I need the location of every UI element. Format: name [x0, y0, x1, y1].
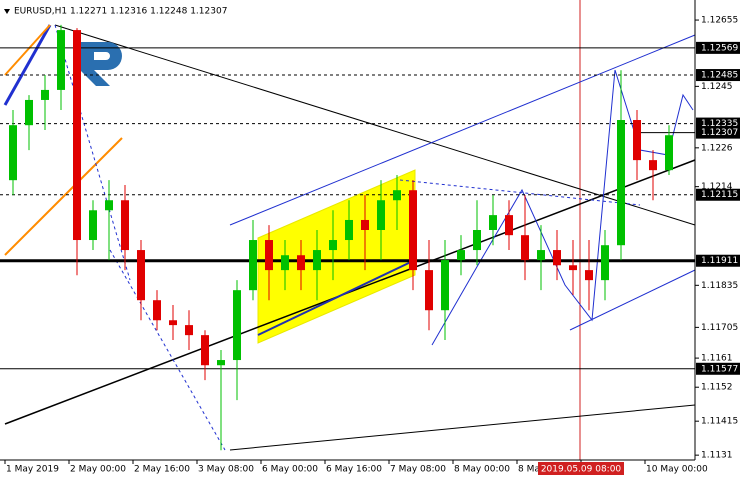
trendline: [54, 24, 696, 226]
x-tick-label: 8 May: [518, 465, 546, 475]
candle-body: [249, 240, 257, 291]
candle-body: [489, 215, 497, 230]
candle-body: [569, 265, 577, 271]
y-tick-label: 1.11705: [701, 323, 738, 333]
candle-body: [457, 250, 465, 261]
candle-body: [665, 135, 673, 171]
candle-body: [265, 240, 273, 271]
x-tick-label: 2 May 16:00: [134, 465, 190, 475]
candle-body: [89, 210, 97, 241]
candle-body: [393, 190, 401, 201]
candle-body: [377, 200, 385, 230]
level-label-box: [696, 188, 740, 201]
channel-line: [257, 259, 416, 336]
candle-body: [505, 215, 513, 236]
x-tick-label: 10 May 00:00: [646, 465, 708, 475]
candle-body: [57, 30, 65, 90]
candle-body: [617, 120, 625, 246]
x-tick-label: 3 May 08:00: [198, 465, 254, 475]
channel-box: [257, 169, 416, 344]
forecast-path: [431, 69, 694, 346]
candle-body: [41, 89, 49, 100]
y-tick-label: 1.1152: [701, 383, 733, 393]
fib-line: [399, 179, 641, 206]
x-tick-label: 1 May 2019: [6, 465, 59, 475]
level-label: 1.12307: [701, 128, 738, 138]
candle-body: [185, 325, 193, 336]
x-tick-label: 8 May 00:00: [454, 465, 510, 475]
level-label: 1.11911: [701, 256, 738, 266]
candle-body: [585, 270, 593, 281]
y-tick-label: 1.11415: [701, 417, 738, 427]
candle-body: [537, 250, 545, 261]
candle-body: [633, 120, 641, 161]
candle-body: [73, 30, 81, 241]
x-tick-label: 6 May 16:00: [326, 465, 382, 475]
channel-line: [4, 137, 123, 256]
x-tick-label: 7 May 08:00: [390, 465, 446, 475]
candle-body: [137, 250, 145, 301]
candle-body: [121, 200, 129, 251]
candle-body: [233, 290, 241, 361]
candle-body: [441, 260, 449, 311]
candle-body: [649, 160, 657, 171]
header-icon: [4, 9, 10, 14]
candle-body: [521, 235, 529, 261]
candle-body: [425, 270, 433, 311]
level-label-box: [696, 362, 740, 375]
candle-body: [25, 99, 33, 126]
level-label-box: [696, 69, 740, 82]
y-tick-label: 1.1161: [701, 354, 733, 364]
candle-body: [9, 125, 17, 181]
y-tick-label: 1.1214: [701, 182, 733, 192]
y-tick-label: 1.1245: [701, 82, 733, 92]
candle-body: [201, 335, 209, 366]
x-tick-label: 6 May 00:00: [262, 465, 318, 475]
y-tick-label: 1.1226: [701, 143, 733, 153]
x-highlight-box: [538, 462, 624, 475]
candle-body: [313, 250, 321, 271]
candle-body: [553, 250, 561, 266]
candle-body: [281, 255, 289, 271]
candle-body: [473, 230, 481, 251]
level-label-box: [696, 254, 740, 267]
candle-body: [409, 190, 417, 271]
level-label-box: [696, 117, 740, 130]
level-label: 1.12335: [701, 119, 738, 129]
x-tick-label: 2019.05.09 08:00: [541, 465, 622, 475]
candle-body: [601, 245, 609, 281]
candle-body: [329, 240, 337, 251]
candle-body: [169, 320, 177, 326]
level-label: 1.12569: [701, 43, 738, 53]
y-tick-label: 1.12655: [701, 16, 738, 26]
candle-body: [345, 219, 353, 241]
fib-line: [54, 24, 131, 281]
fib-line: [109, 249, 226, 451]
level-label-box: [696, 41, 740, 54]
channel-line: [3, 24, 52, 106]
chart-title: EURUSD,H1 1.12271 1.12316 1.12248 1.1230…: [14, 7, 227, 17]
channel-line: [229, 34, 696, 226]
plot: 1.12655 1.1245 1.1226 1.1214 1.11835 1.11705 1…: [0, 16, 740, 475]
level-label: 1.11577: [701, 364, 738, 374]
y-tick-label: 1.1131: [701, 451, 733, 461]
channel-line: [4, 24, 51, 76]
level-label: 1.12115: [701, 190, 738, 200]
candle-body: [297, 255, 305, 271]
level-label: 1.12485: [701, 71, 738, 81]
candle-body: [361, 219, 369, 230]
candle-body: [153, 300, 161, 321]
trendline: [229, 404, 696, 451]
level-label-box: [696, 126, 740, 139]
channel-line: [569, 269, 696, 331]
y-tick-label: 1.11835: [701, 281, 738, 291]
candle-body: [105, 200, 113, 211]
x-tick-label: 2 May 00:00: [70, 465, 126, 475]
candle-body: [217, 360, 225, 366]
drawings: [3, 0, 696, 460]
